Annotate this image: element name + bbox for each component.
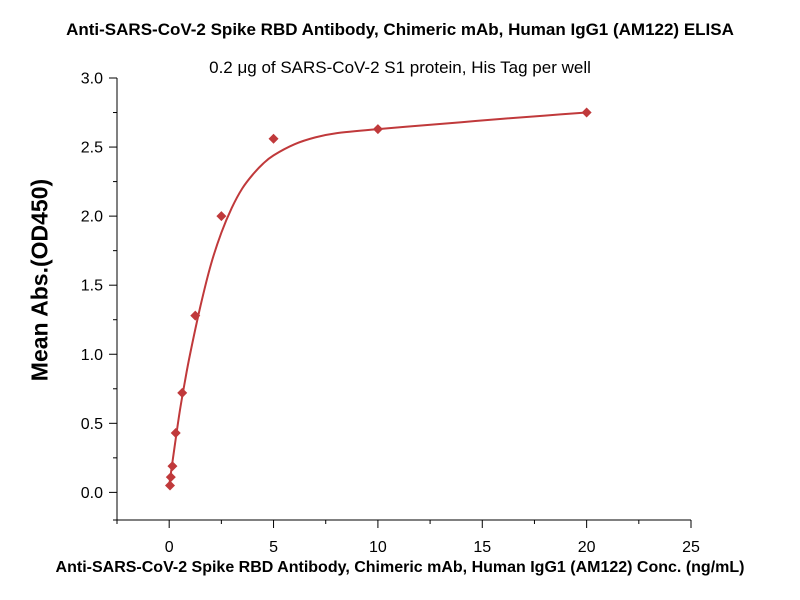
- data-point-marker: [170, 427, 181, 438]
- chart-subtitle: 0.2 μg of SARS-CoV-2 S1 protein, His Tag…: [209, 58, 591, 77]
- data-point-marker: [177, 387, 188, 398]
- x-tick-label: 0: [165, 539, 174, 556]
- data-point-marker: [581, 107, 592, 118]
- data-point-marker: [167, 461, 178, 472]
- x-tick-label: 25: [682, 539, 700, 556]
- data-point-marker: [372, 124, 383, 135]
- x-tick-label: 20: [578, 539, 596, 556]
- fit-curve-line: [168, 111, 587, 486]
- data-point-marker: [216, 211, 227, 222]
- y-tick-label: 1.5: [81, 278, 103, 295]
- data-point-marker: [268, 133, 279, 144]
- x-tick-label: 15: [473, 539, 491, 556]
- y-tick-label: 2.5: [81, 140, 103, 157]
- y-tick-label: 3.0: [81, 71, 103, 88]
- y-tick-label: 1.0: [81, 347, 103, 364]
- x-axis-label: Anti-SARS-CoV-2 Spike RBD Antibody, Chim…: [55, 559, 745, 576]
- y-tick-label: 2.0: [81, 209, 103, 226]
- y-tick-label: 0.0: [81, 485, 103, 502]
- x-tick-label: 10: [369, 539, 387, 556]
- y-tick-label: 0.5: [81, 416, 103, 433]
- data-point-marker: [165, 472, 176, 483]
- x-tick-label: 5: [269, 539, 278, 556]
- data-point-marker: [190, 310, 201, 321]
- chart-title: Anti-SARS-CoV-2 Spike RBD Antibody, Chim…: [66, 20, 734, 39]
- data-point-marker: [164, 480, 175, 491]
